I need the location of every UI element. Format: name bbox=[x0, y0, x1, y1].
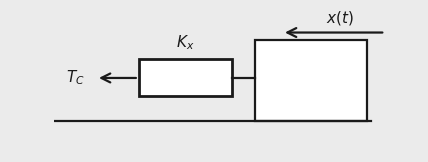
Bar bbox=[139, 59, 232, 96]
Bar bbox=[255, 40, 367, 121]
Text: $K_x$: $K_x$ bbox=[176, 33, 194, 52]
Text: $x(t)$: $x(t)$ bbox=[326, 9, 354, 27]
Text: $T_C$: $T_C$ bbox=[66, 69, 85, 87]
